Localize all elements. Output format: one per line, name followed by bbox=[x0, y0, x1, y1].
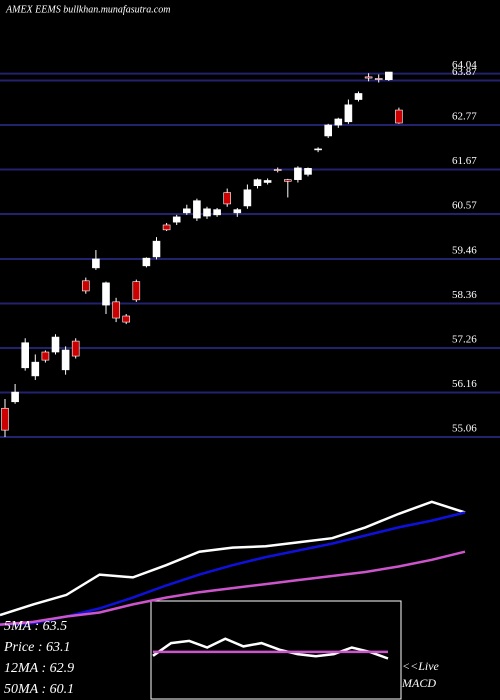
macd-box bbox=[150, 600, 402, 700]
candle-body bbox=[152, 240, 161, 258]
candle-body bbox=[1, 407, 9, 431]
y-tick-label: 57.26 bbox=[452, 334, 477, 346]
candle-body bbox=[283, 179, 292, 182]
candle-body bbox=[172, 216, 181, 223]
candle-body bbox=[273, 169, 282, 171]
legend-entry: 12MA : 62.9 bbox=[4, 661, 74, 676]
candle-body bbox=[61, 349, 70, 371]
candle-body bbox=[314, 148, 322, 151]
candle-body bbox=[324, 124, 333, 137]
candle-body bbox=[31, 361, 40, 377]
candle-body bbox=[51, 336, 60, 353]
y-tick-label: 62.77 bbox=[452, 111, 477, 123]
candle-body bbox=[344, 104, 353, 123]
candle-body bbox=[354, 93, 363, 100]
chart-title: AMEX EEMS bullkhan.munafasutra.com bbox=[5, 4, 170, 15]
candle-body bbox=[223, 192, 231, 205]
candle-body bbox=[132, 281, 141, 301]
candle-body bbox=[122, 315, 130, 323]
candle-body bbox=[203, 208, 211, 217]
candle-body bbox=[334, 118, 343, 126]
candle-body bbox=[263, 180, 272, 183]
y-tick-label: 56.16 bbox=[452, 378, 477, 390]
candle-body bbox=[304, 168, 312, 175]
y-tick-label: 55.06 bbox=[452, 423, 477, 435]
candle-body bbox=[233, 209, 242, 214]
ma-line bbox=[0, 511, 466, 626]
candle-body bbox=[374, 78, 383, 80]
y-tick-label: 61.67 bbox=[452, 155, 477, 167]
candle-body bbox=[364, 76, 373, 79]
y-tick-label: 60.57 bbox=[452, 200, 477, 212]
ma-line bbox=[0, 550, 466, 626]
candle-body bbox=[183, 208, 191, 214]
candle-body bbox=[82, 280, 90, 292]
candle-body bbox=[112, 301, 120, 319]
legend-entry: 5MA : 63.5 bbox=[4, 619, 67, 634]
candle-body bbox=[11, 391, 19, 403]
y-tick-label: 63.87 bbox=[452, 66, 477, 78]
macd-label: MACD bbox=[401, 676, 436, 690]
candle-body bbox=[243, 189, 252, 207]
candle-body bbox=[162, 224, 171, 231]
candle-body bbox=[21, 342, 30, 369]
candle-body bbox=[41, 351, 50, 361]
live-label: <<Live bbox=[402, 659, 440, 673]
ma-line bbox=[0, 500, 466, 617]
legend-entry: 50MA : 60.1 bbox=[4, 682, 74, 697]
candle-body bbox=[71, 340, 80, 357]
candle-body bbox=[92, 258, 100, 269]
y-tick-label: 58.36 bbox=[452, 289, 477, 301]
candle-body bbox=[294, 167, 302, 180]
candle-body bbox=[213, 209, 221, 216]
candle-body bbox=[142, 257, 151, 267]
macd-line bbox=[152, 637, 389, 660]
candle-body bbox=[193, 200, 201, 219]
candle-body bbox=[102, 282, 110, 306]
y-tick-label: 59.46 bbox=[452, 244, 477, 256]
legend-entry: Price : 63.1 bbox=[3, 640, 70, 655]
candle-body bbox=[395, 109, 403, 124]
candle-body bbox=[384, 71, 393, 81]
candle-body bbox=[253, 179, 262, 187]
y-tick-label: 64.04 bbox=[452, 59, 477, 71]
